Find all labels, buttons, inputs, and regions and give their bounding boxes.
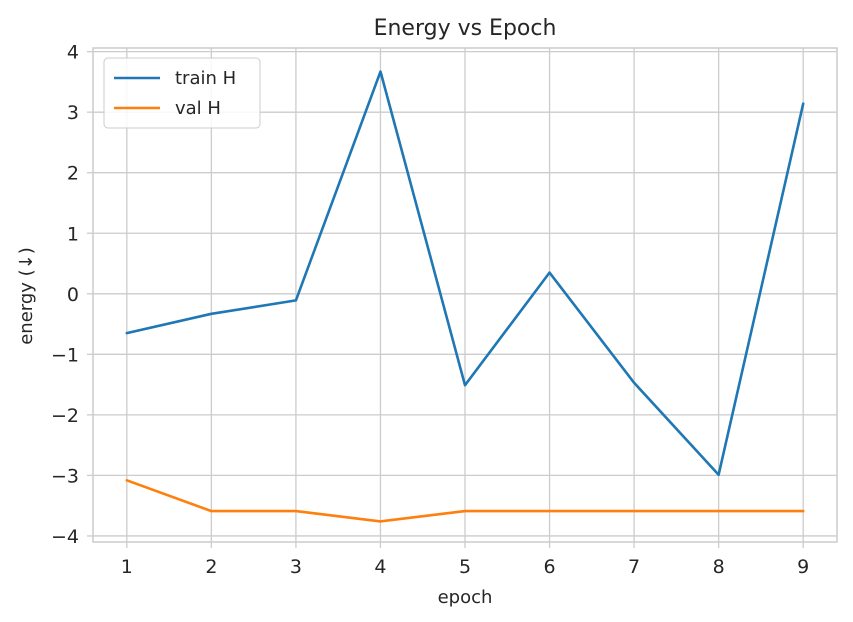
x-tick-label: 4 [374, 556, 386, 578]
x-tick-label: 8 [713, 556, 725, 578]
y-axis-label: energy (↓) [16, 247, 37, 345]
chart-title: Energy vs Epoch [374, 16, 557, 41]
x-axis-label: epoch [438, 587, 493, 608]
x-tick-label: 3 [290, 556, 302, 578]
series-layer [125, 70, 805, 523]
y-tick-label: 4 [67, 42, 79, 64]
legend-label-val: val H [175, 98, 221, 119]
x-tick-label: 6 [543, 556, 555, 578]
x-tick-label: 9 [797, 556, 809, 578]
legend-label-train: train H [175, 68, 236, 89]
y-tick-label: −2 [51, 405, 79, 427]
y-tick-label: 0 [67, 284, 79, 306]
y-tick-label: −1 [51, 344, 79, 366]
series-line-train [125, 70, 805, 477]
x-tick-label: 1 [121, 556, 133, 578]
legend-box [103, 57, 261, 129]
y-tick-label: −4 [51, 526, 79, 548]
x-tick-label: 2 [205, 556, 217, 578]
x-tick-label: 5 [459, 556, 471, 578]
y-tick-label: 2 [67, 163, 79, 185]
y-tick-label: 1 [67, 223, 79, 245]
y-axis-ticks: 4 3 2 1 0 −1 −2 −3 −4 [51, 42, 93, 548]
x-axis-ticks: 1 2 3 4 5 6 7 8 9 [121, 542, 809, 578]
x-tick-label: 7 [628, 556, 640, 578]
y-tick-label: 3 [67, 102, 79, 124]
series-line-val [125, 478, 805, 523]
legend: train H val H [103, 57, 261, 129]
y-tick-label: −3 [51, 465, 79, 487]
